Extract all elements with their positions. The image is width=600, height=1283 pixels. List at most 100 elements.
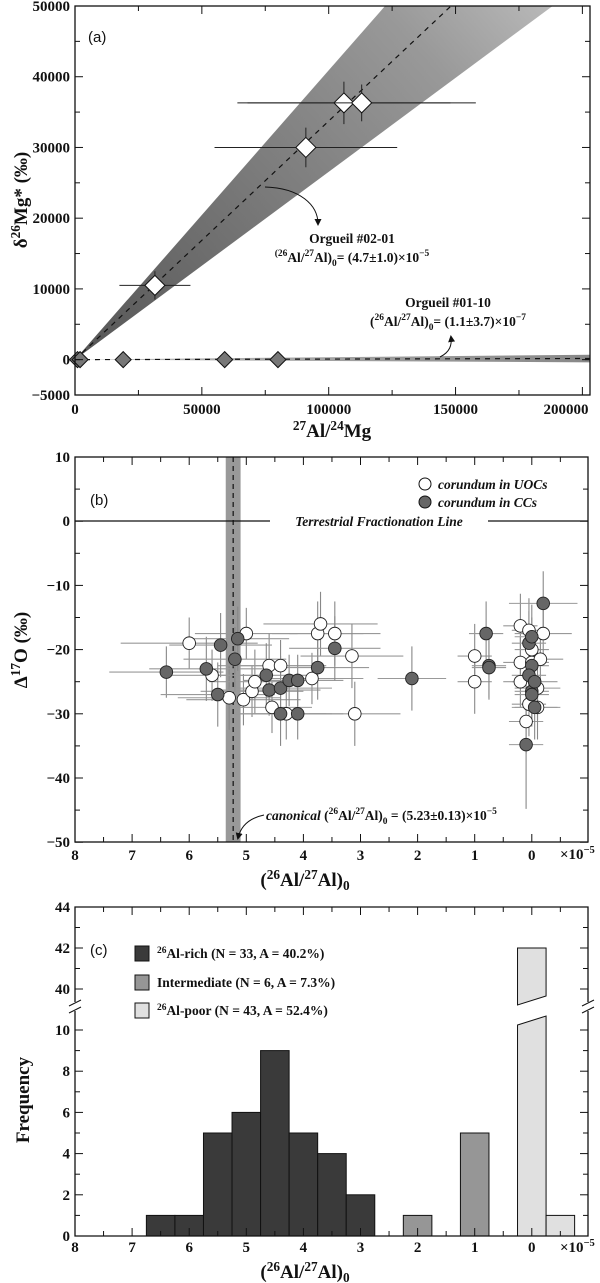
data-point-cc	[525, 630, 539, 644]
data-point-cc	[536, 596, 550, 611]
terrestrial-fractionation-line-label: Terrestrial Fractionation Line	[295, 514, 463, 529]
data-point-orgueil-01-10	[114, 350, 132, 369]
legend-label-ccs: corundum in CCs	[438, 495, 537, 510]
y-tick-label: 44	[55, 900, 71, 916]
x-tick-label: 150000	[433, 402, 478, 418]
y-tick-label: 10	[55, 1023, 70, 1039]
x-tick-label: 5	[243, 1240, 251, 1256]
x-tick-label: 3	[357, 1240, 365, 1256]
data-point-uoc	[467, 649, 482, 663]
canonical-label: canonical (26Al/27Al)0 = (5.23±0.13)×10−…	[266, 807, 497, 827]
y-tick-label: −5000	[31, 388, 70, 404]
legend-swatch-al-poor	[134, 1002, 150, 1019]
histogram-bar	[459, 1132, 490, 1237]
legend-marker-ccs	[418, 495, 432, 509]
y-tick-label: 0	[63, 353, 71, 369]
data-point-cc	[527, 674, 542, 689]
annotation-orgueil-02-01-name: Orgueil #02-01	[309, 231, 395, 246]
data-point-cc	[262, 683, 276, 697]
data-point-cc	[228, 652, 242, 666]
data-point-cc	[310, 660, 325, 675]
y-tick-label: 50000	[33, 0, 71, 15]
data-point-cc	[482, 660, 496, 675]
annotation-orgueil-02-01-value: (26Al/27Al)0= (4.7±1.0)×10−5	[275, 248, 430, 269]
y-tick-label: 10	[55, 450, 70, 466]
data-point-cc	[199, 662, 214, 676]
data-point-uoc	[536, 626, 550, 641]
y-tick-label: 20000	[33, 211, 71, 227]
x-tick-label: 0	[71, 402, 79, 418]
x-multiplier-c: ×10−5	[560, 1238, 595, 1256]
axis-break-gap-right	[581, 1002, 595, 1011]
x-axis-label-c: (26Al/27Al)0	[260, 1259, 350, 1283]
arrow-orgueil-02-01	[264, 186, 322, 226]
axis-break-mark	[68, 999, 82, 1007]
legend-label-al-rich: 26Al-rich (N = 33, A = 40.2%)	[157, 946, 324, 961]
histogram-bar-upper	[517, 947, 547, 1006]
legend-label-intermediate: Intermediate (N = 6, A = 7.3%)	[157, 975, 335, 990]
y-tick-label: 6	[63, 1105, 71, 1121]
data-point-cc	[259, 668, 274, 683]
x-tick-label: 7	[128, 848, 136, 864]
data-point-uoc	[273, 658, 288, 673]
isochron-line-02-01	[75, 6, 452, 361]
data-point-uoc	[345, 649, 359, 663]
y-tick-label: 4	[63, 1147, 71, 1163]
histogram-bar	[260, 1050, 290, 1237]
x-tick-label: 100000	[306, 402, 351, 418]
y-tick-label: −20	[46, 643, 70, 659]
x-tick-label: 8	[71, 848, 79, 864]
isochron-error-band-01-10	[75, 354, 590, 363]
data-point-uoc	[513, 655, 528, 670]
x-tick-label: 1	[471, 1240, 479, 1256]
y-tick-label: 10000	[33, 282, 71, 298]
y-tick-label: −40	[46, 771, 70, 787]
data-point-cc	[210, 687, 225, 702]
x-tick-label: 5	[243, 848, 251, 864]
y-tick-label: 40	[55, 982, 70, 998]
data-point-orgueil-02-01	[144, 274, 166, 297]
annotation-orgueil-01-10-name: Orgueil #01-10	[405, 295, 491, 310]
x-tick-label: 4	[300, 1240, 308, 1256]
annotation-orgueil-01-10-value: (26Al/27Al)0= (1.1±3.7)×10−7	[370, 313, 526, 333]
x-tick-label: 0	[528, 1240, 536, 1256]
isochron-error-band-02-01	[75, 6, 553, 360]
axis-break-gap-left	[68, 1002, 82, 1011]
data-point-orgueil-01-10	[215, 350, 234, 369]
data-point-cc	[159, 665, 174, 679]
x-tick-label: 50000	[183, 402, 221, 418]
x-tick-label: 3	[357, 848, 365, 864]
y-tick-label: −10	[46, 578, 70, 594]
data-point-uoc	[467, 674, 482, 689]
axis-break-mark	[581, 999, 595, 1007]
y-tick-label: 8	[63, 1064, 71, 1080]
x-tick-label: 6	[185, 1240, 193, 1256]
arrow-canonical	[235, 814, 265, 840]
y-tick-label: 42	[55, 941, 70, 957]
data-point-cc	[525, 687, 539, 702]
legend-label-al-poor: 26Al-poor (N = 43, A = 52.4%)	[157, 1003, 328, 1018]
data-point-uoc	[305, 671, 319, 686]
x-tick-label: 2	[414, 1240, 422, 1256]
x-multiplier-b: ×10−5	[560, 845, 595, 863]
data-point-cc	[273, 681, 288, 695]
y-tick-label: 0	[63, 514, 71, 530]
data-point-uoc	[248, 674, 262, 689]
y-axis-label-a: δ26Mg* (‰)	[8, 152, 32, 249]
y-tick-label: 2	[63, 1188, 71, 1204]
plot-frame-a	[74, 5, 591, 396]
arrow-orgueil-01-10	[439, 335, 456, 358]
data-point-cc	[519, 737, 533, 752]
panel-label-b: (b)	[90, 492, 108, 509]
data-point-orgueil-02-01	[350, 92, 373, 114]
x-tick-label: 4	[300, 848, 308, 864]
data-point-cc	[527, 700, 542, 715]
y-axis-label-c: Frequency	[13, 1056, 34, 1143]
data-point-cc	[328, 641, 342, 656]
data-point-uoc	[236, 692, 251, 707]
legend-marker-uocs	[418, 477, 432, 491]
y-tick-label: −30	[46, 707, 70, 723]
